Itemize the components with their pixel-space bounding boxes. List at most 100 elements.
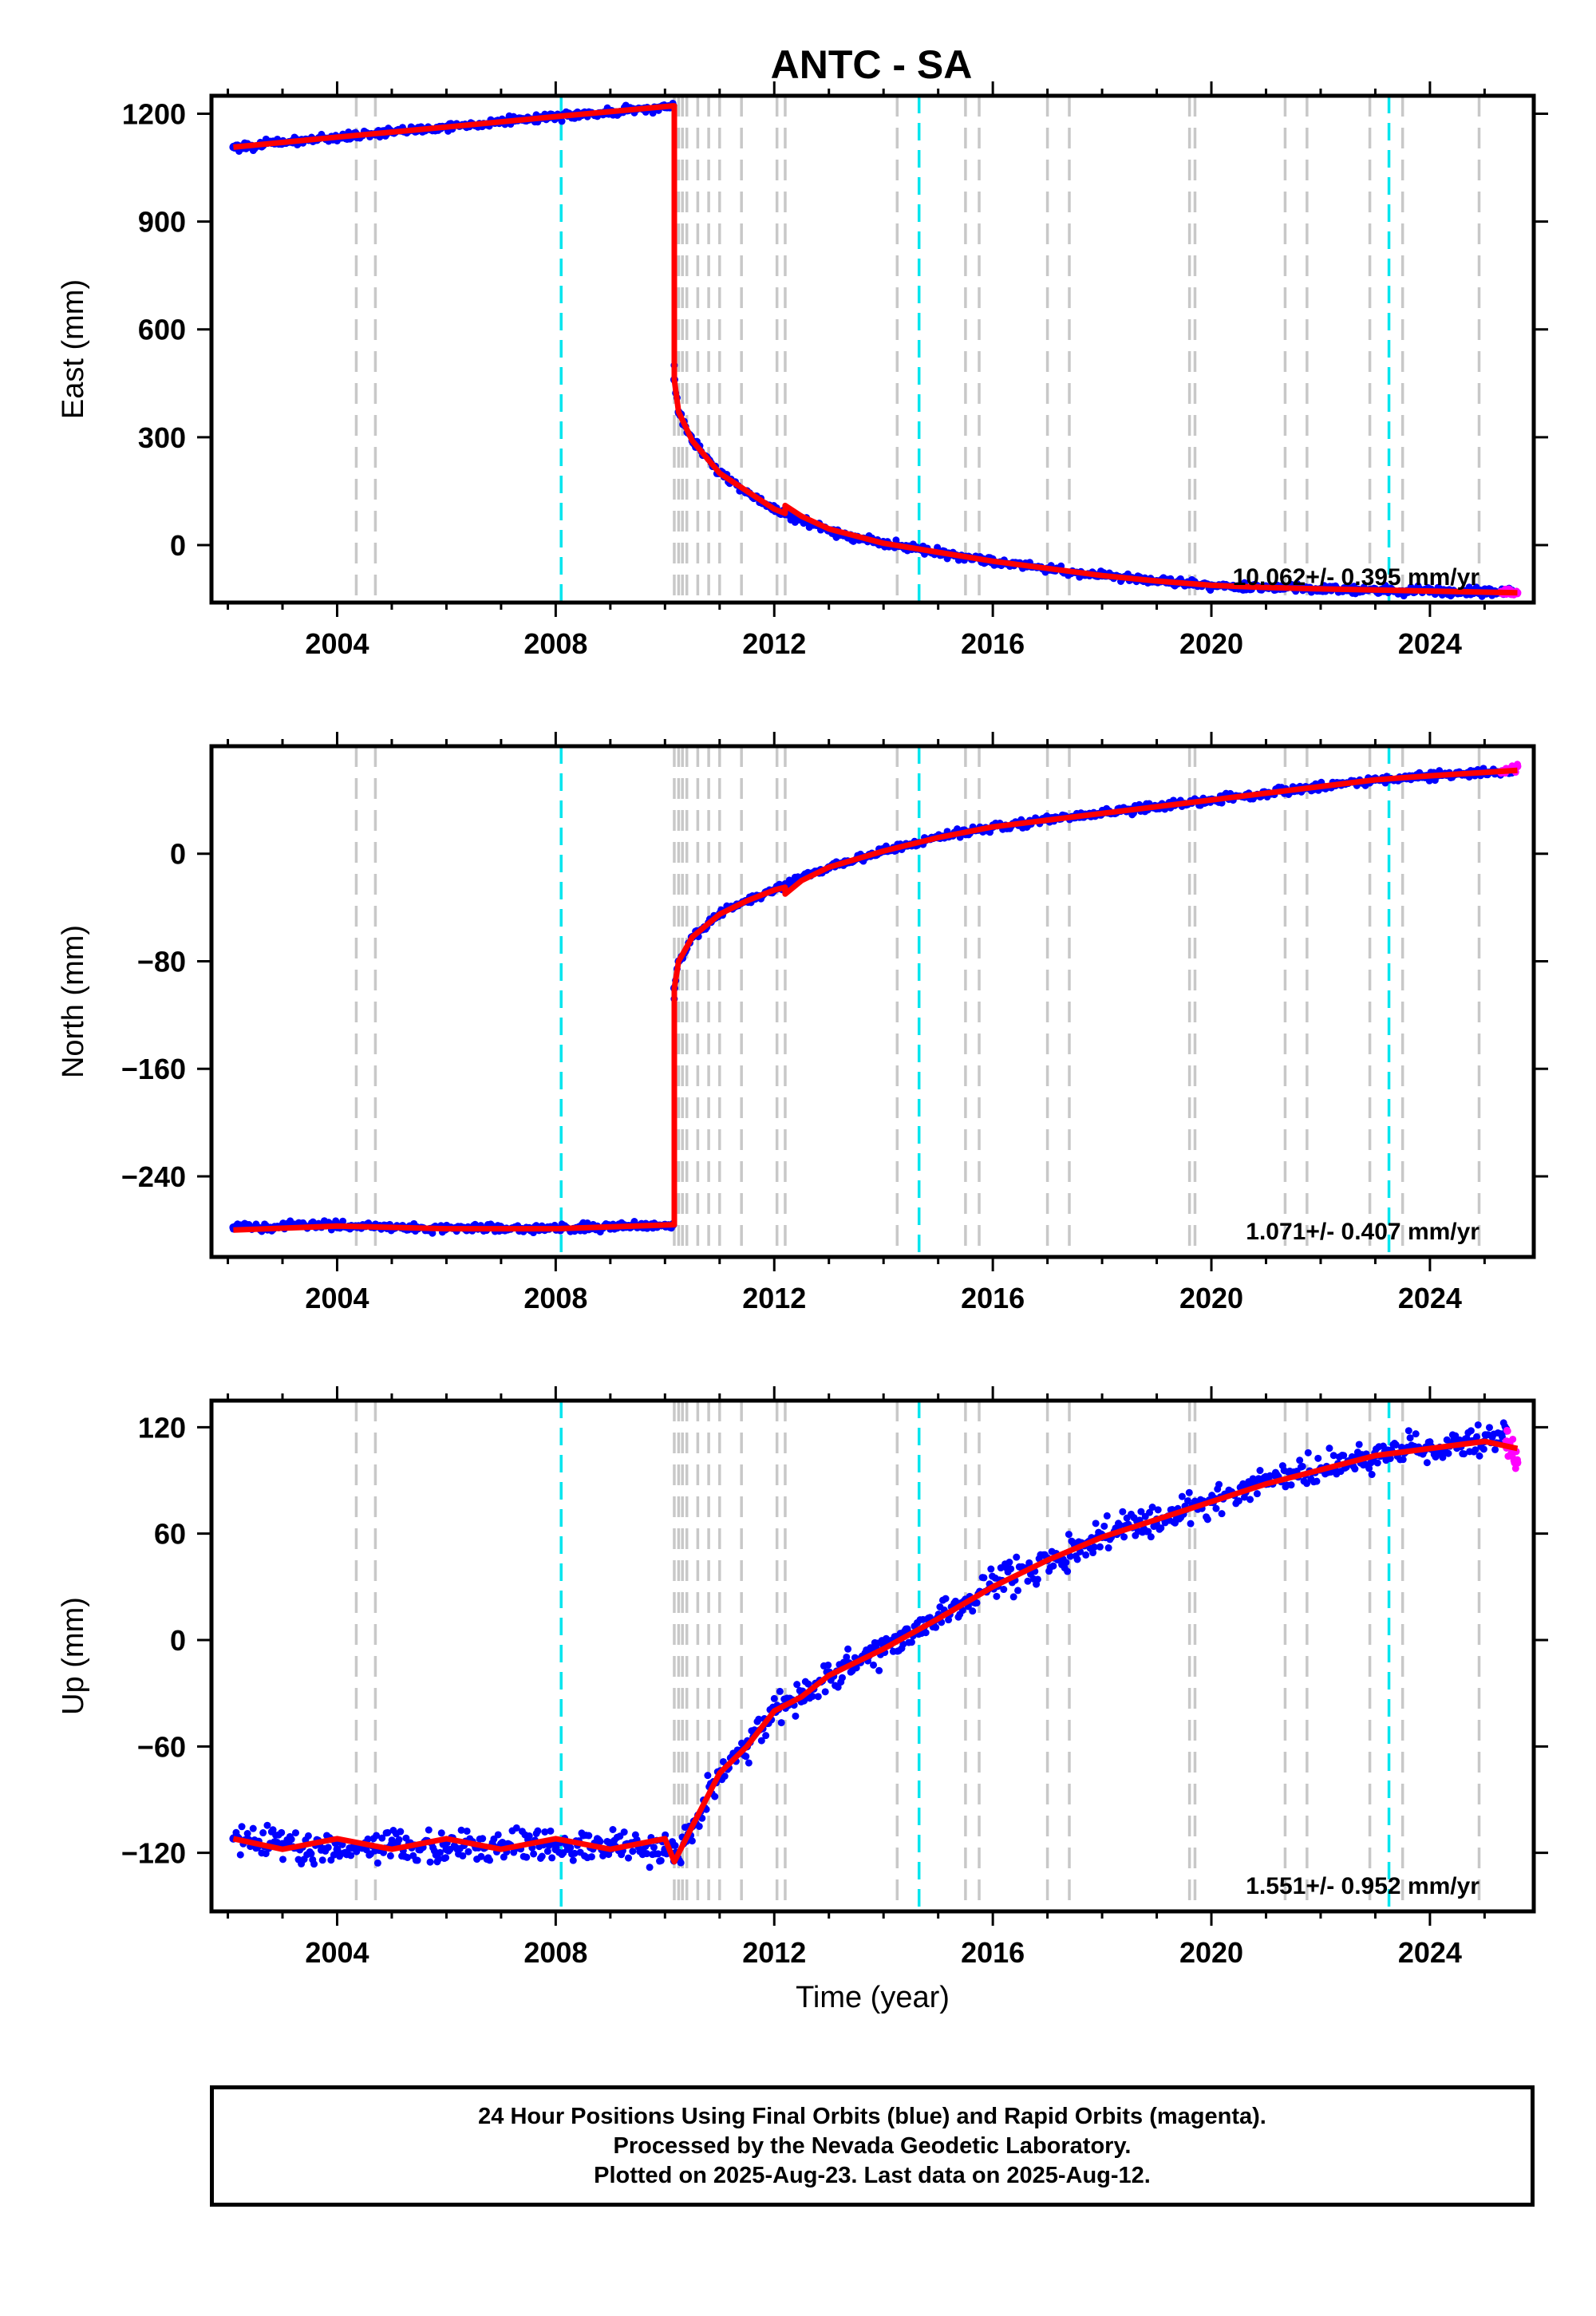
up-data-point: [1007, 1565, 1015, 1573]
up-data-point: [530, 1850, 538, 1858]
up-data-point: [1397, 1443, 1405, 1451]
up-data-point: [1096, 1543, 1104, 1551]
up-data-point: [548, 1854, 556, 1862]
up-data-point: [1392, 1441, 1400, 1448]
up-data-point: [425, 1826, 433, 1834]
up-data-point: [1154, 1506, 1162, 1514]
up-data-point: [1144, 1528, 1152, 1535]
north-x-tick-label: 2012: [742, 1282, 806, 1314]
up-data-point: [1298, 1462, 1306, 1470]
up-data-point: [1009, 1593, 1017, 1601]
up-x-tick-label: 2020: [1179, 1936, 1243, 1969]
up-data-point: [1509, 1435, 1517, 1443]
up-data-point: [1187, 1520, 1195, 1528]
east-model-line: [233, 103, 1518, 596]
up-data-point: [378, 1834, 386, 1842]
up-data-point: [1491, 1445, 1499, 1453]
up-data-point: [814, 1693, 822, 1701]
east-y-tick-label: 900: [138, 206, 186, 239]
up-data-point: [1325, 1445, 1333, 1452]
up-data-point: [1253, 1490, 1261, 1498]
up-data-point: [1066, 1552, 1074, 1560]
up-data-point: [1005, 1559, 1013, 1567]
up-data-point: [1025, 1559, 1033, 1567]
up-data-point: [907, 1638, 915, 1646]
up-data-point: [1000, 1586, 1008, 1594]
east-x-tick-label: 2024: [1398, 627, 1462, 660]
up-data-point: [291, 1829, 299, 1837]
up-data-point: [875, 1666, 883, 1674]
up-data-point: [496, 1840, 505, 1848]
east-series-final-orbits: [229, 100, 1516, 600]
up-data-point: [1368, 1471, 1376, 1479]
up-data-point: [571, 1849, 579, 1857]
up-data-point: [793, 1681, 801, 1689]
up-data-point: [899, 1640, 907, 1648]
up-data-point: [969, 1607, 977, 1615]
up-data-point: [1287, 1481, 1295, 1489]
up-data-point: [512, 1824, 520, 1832]
up-data-point: [259, 1829, 267, 1837]
up-data-point: [1386, 1455, 1394, 1463]
north-y-tick-label: −160: [121, 1053, 186, 1085]
up-data-point: [838, 1674, 846, 1682]
north-x-tick-label: 2020: [1179, 1282, 1243, 1314]
up-data-point: [843, 1653, 851, 1661]
up-data-point: [824, 1661, 832, 1669]
north-x-tick-label: 2004: [305, 1282, 369, 1314]
up-data-point: [538, 1852, 546, 1860]
up-data-point: [625, 1854, 633, 1862]
up-data-point: [1355, 1441, 1363, 1448]
east-y-tick-label: 600: [138, 314, 186, 346]
up-data-point: [525, 1832, 533, 1840]
up-data-point: [395, 1836, 403, 1844]
up-data-point: [1062, 1559, 1070, 1567]
up-data-point: [236, 1851, 244, 1859]
up-data-point: [1463, 1434, 1471, 1442]
up-data-point: [1460, 1450, 1468, 1458]
up-data-point: [1472, 1433, 1480, 1441]
north-y-tick-label: −80: [137, 945, 186, 978]
up-y-tick-label: 120: [138, 1411, 186, 1444]
up-data-point: [278, 1828, 286, 1836]
north-y-axis-label: North (mm): [57, 925, 90, 1078]
up-data-point: [1303, 1480, 1311, 1488]
up-data-point: [1065, 1531, 1073, 1539]
up-data-point: [1073, 1555, 1081, 1563]
up-data-point: [942, 1595, 950, 1603]
up-data-point: [808, 1693, 816, 1701]
up-data-point: [688, 1837, 696, 1845]
up-y-tick-label: 60: [154, 1518, 186, 1551]
up-data-point: [742, 1753, 750, 1761]
up-data-point: [386, 1852, 394, 1860]
up-data-point: [1444, 1449, 1452, 1457]
up-data-point: [457, 1826, 465, 1834]
east-x-tick-label: 2020: [1179, 627, 1243, 660]
up-data-point: [1476, 1452, 1483, 1460]
up-data-point: [844, 1645, 852, 1653]
up-data-point: [1507, 1449, 1516, 1458]
up-data-point: [436, 1848, 444, 1856]
up-data-point: [973, 1599, 981, 1607]
up-data-point: [980, 1574, 988, 1582]
up-data-point: [442, 1854, 450, 1862]
up-data-point: [287, 1836, 295, 1844]
up-data-point: [762, 1732, 770, 1740]
up-data-point: [426, 1858, 434, 1866]
up-series-final-orbits: [229, 1419, 1511, 1871]
up-data-point: [238, 1823, 246, 1831]
up-data-point: [654, 1850, 662, 1858]
up-x-axis-label: Time (year): [796, 1981, 950, 2014]
up-data-point: [279, 1856, 286, 1863]
north-y-tick-label: −240: [121, 1160, 186, 1193]
north-model-line: [233, 767, 1518, 1233]
up-data-point: [993, 1592, 1001, 1600]
up-data-point: [1092, 1520, 1100, 1528]
north-series-final-orbits: [229, 765, 1516, 1237]
up-data-point: [1513, 1458, 1522, 1467]
north-plot-area: [229, 746, 1522, 1257]
up-data-point: [373, 1859, 381, 1867]
up-data-point: [442, 1845, 451, 1854]
up-data-point: [1024, 1577, 1032, 1585]
east-data-point: [1465, 583, 1473, 591]
